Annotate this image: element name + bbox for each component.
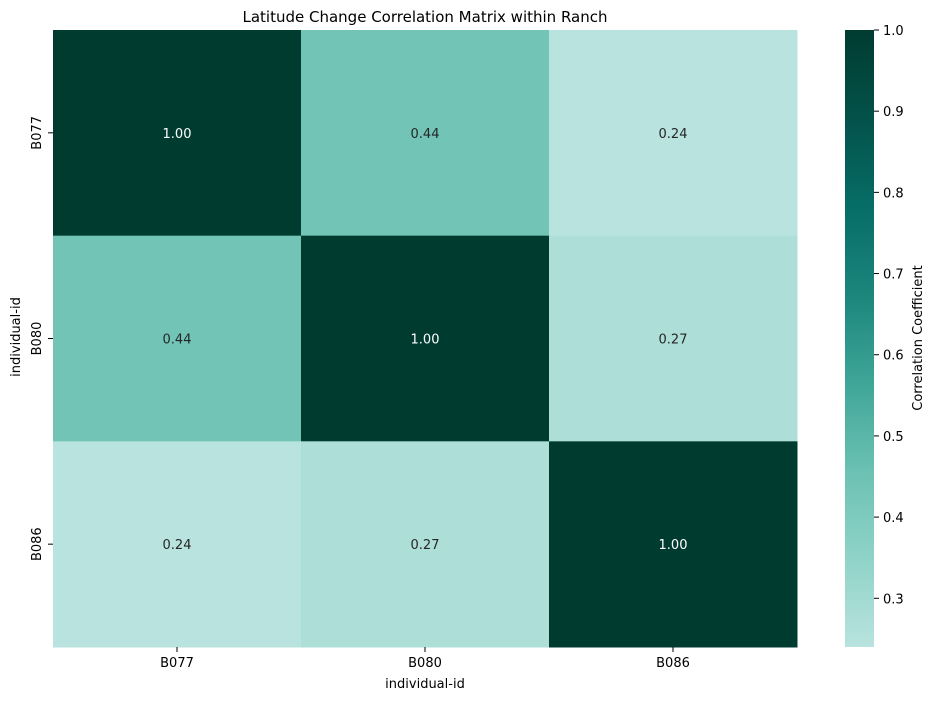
heatmap-cell (549, 30, 798, 237)
heatmap-cell (301, 235, 550, 442)
heatmap-cell-label: 1.00 (163, 127, 192, 142)
colorbar-tick-label: 0.9 (883, 105, 904, 120)
y-axis-label: individual-id (9, 297, 24, 377)
x-axis: B077 B080 B086 (160, 647, 690, 671)
colorbar-label: Correlation Coefficient (911, 265, 926, 411)
heatmap-cell (301, 441, 550, 648)
heatmap-cell (549, 235, 798, 442)
heatmap-cell (53, 30, 302, 237)
heatmap-cell-label: 0.24 (163, 538, 192, 553)
heatmap-cell-label: 0.24 (659, 127, 688, 142)
y-tick-label: B080 (30, 322, 45, 356)
x-tick-label: B077 (160, 656, 194, 671)
colorbar-tick-label: 0.5 (883, 430, 904, 445)
heatmap-cell (301, 30, 550, 237)
heatmap-cell-label: 0.27 (411, 538, 440, 553)
colorbar-gradient (845, 30, 874, 647)
heatmap-cell-label: 0.27 (659, 333, 688, 348)
x-tick-label: B080 (408, 656, 442, 671)
heatmap-cell-label: 1.00 (411, 333, 440, 348)
heatmap-cell-labels: 1.00 0.44 0.24 0.44 1.00 0.27 0.24 0.27 1.00 (163, 127, 688, 553)
colorbar-tick-label: 0.3 (883, 592, 904, 607)
x-axis-label: individual-id (385, 677, 465, 692)
colorbar-tick-label: 0.8 (883, 186, 904, 201)
colorbar-tick-label: 0.7 (883, 268, 904, 283)
heatmap-cell (53, 235, 302, 442)
y-tick-label: B086 (30, 527, 45, 561)
heatmap-cell (53, 441, 302, 648)
heatmap-cell (549, 441, 798, 648)
heatmap-cells (53, 30, 798, 648)
colorbar: 0.3 0.4 0.5 0.6 0.7 0.8 0.9 1.0 (845, 24, 904, 647)
y-axis: B077 B080 B086 (30, 116, 53, 561)
colorbar-tick-label: 0.6 (883, 349, 904, 364)
chart-title: Latitude Change Correlation Matrix withi… (243, 8, 608, 26)
heatmap-cell-label: 0.44 (163, 333, 192, 348)
y-tick-label: B077 (30, 116, 45, 150)
x-tick-label: B086 (656, 656, 690, 671)
heatmap-cell-label: 0.44 (411, 127, 440, 142)
heatmap-cell-label: 1.00 (659, 538, 688, 553)
colorbar-tick-label: 0.4 (883, 511, 904, 526)
colorbar-tick-label: 1.0 (883, 24, 904, 39)
